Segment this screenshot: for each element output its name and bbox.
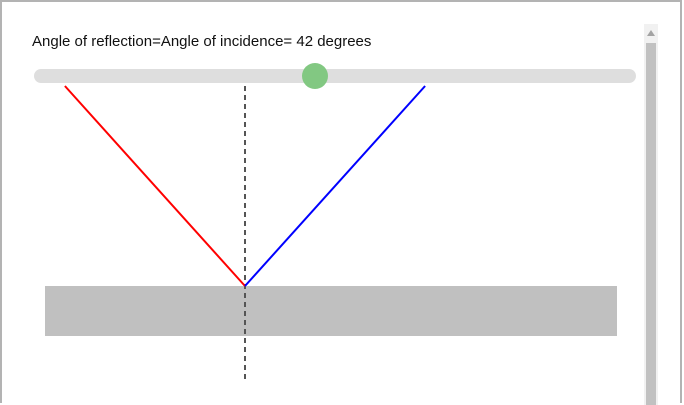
reflection-diagram (45, 85, 617, 382)
triangle-up-icon (647, 30, 655, 36)
angle-caption: Angle of reflection=Angle of incidence= … (32, 33, 372, 50)
scrollbar-thumb[interactable] (646, 43, 656, 405)
angle-slider[interactable] (34, 63, 636, 89)
scroll-up-button[interactable] (644, 24, 658, 42)
incident-ray (64, 85, 246, 287)
angle-slider-thumb[interactable] (301, 63, 328, 89)
mirror-surface (45, 286, 617, 336)
vertical-scrollbar[interactable] (644, 24, 658, 405)
reflected-ray (244, 85, 426, 287)
